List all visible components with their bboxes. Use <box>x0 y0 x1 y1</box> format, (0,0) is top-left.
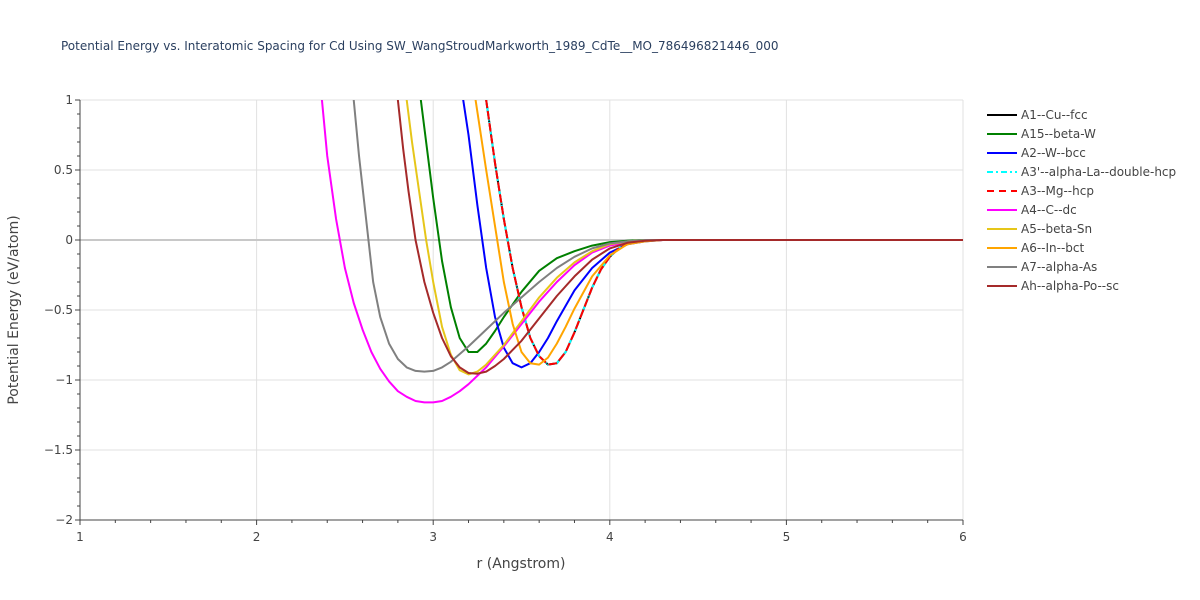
x-tick-label: 4 <box>606 530 614 544</box>
y-axis-title: Potential Energy (eV/atom) <box>6 215 22 404</box>
legend-label: A3--Mg--hcp <box>1021 184 1094 198</box>
legend-item[interactable]: A15--beta-W <box>987 127 1096 141</box>
x-tick-label: 6 <box>959 530 967 544</box>
legend-item[interactable]: A4--C--dc <box>987 203 1077 217</box>
legend-item[interactable]: A6--In--bct <box>987 241 1085 255</box>
series-line-3 <box>485 100 963 366</box>
y-tick-label: −2 <box>55 513 73 527</box>
legend-label: A4--C--dc <box>1021 203 1077 217</box>
x-tick-label: 3 <box>429 530 437 544</box>
series-line-5 <box>320 100 963 404</box>
y-tick-label: −0.5 <box>44 303 73 317</box>
legend-item[interactable]: A1--Cu--fcc <box>987 108 1088 122</box>
y-tick-label: 0 <box>65 233 73 247</box>
x-axis-title: r (Angstrom) <box>477 556 566 572</box>
series-line-9 <box>396 100 963 375</box>
legend[interactable]: A1--Cu--fcc A15--beta-W A2--W--bcc A3'--alp… <box>987 108 1176 293</box>
legend-label: A2--W--bcc <box>1021 146 1086 160</box>
series-lines <box>320 100 963 404</box>
legend-item[interactable]: A7--alpha-As <box>987 260 1097 274</box>
x-tick-label: 1 <box>76 530 84 544</box>
series-line-8 <box>352 100 963 373</box>
legend-label: A5--beta-Sn <box>1021 222 1092 236</box>
series-line-2 <box>462 100 963 369</box>
legend-item[interactable]: Ah--alpha-Po--sc <box>987 279 1119 293</box>
series-line-6 <box>405 100 963 376</box>
y-tick-label: −1 <box>55 373 73 387</box>
series-line-0 <box>485 100 963 366</box>
legend-item[interactable]: A2--W--bcc <box>987 146 1086 160</box>
legend-item[interactable]: A5--beta-Sn <box>987 222 1092 236</box>
y-tick-label: −1.5 <box>44 443 73 457</box>
legend-item[interactable]: A3'--alpha-La--double-hcp <box>987 165 1176 179</box>
series-line-4 <box>485 100 963 366</box>
series-line-7 <box>474 100 963 366</box>
grid-lines <box>80 99 964 520</box>
y-tick-label: 0.5 <box>54 163 73 177</box>
legend-label: A3'--alpha-La--double-hcp <box>1021 165 1176 179</box>
legend-label: Ah--alpha-Po--sc <box>1021 279 1119 293</box>
tick-labels: 1 2 3 4 5 6 1 0.5 0 −0.5 −1 −1.5 −2 <box>44 93 967 544</box>
x-tick-label: 5 <box>783 530 791 544</box>
x-tick-label: 2 <box>253 530 261 544</box>
y-tick-label: 1 <box>65 93 73 107</box>
legend-label: A7--alpha-As <box>1021 260 1097 274</box>
legend-label: A1--Cu--fcc <box>1021 108 1088 122</box>
legend-label: A6--In--bct <box>1021 241 1085 255</box>
chart-title: Potential Energy vs. Interatomic Spacing… <box>61 39 779 53</box>
legend-label: A15--beta-W <box>1021 127 1096 141</box>
axes <box>75 99 964 525</box>
legend-item[interactable]: A3--Mg--hcp <box>987 184 1094 198</box>
